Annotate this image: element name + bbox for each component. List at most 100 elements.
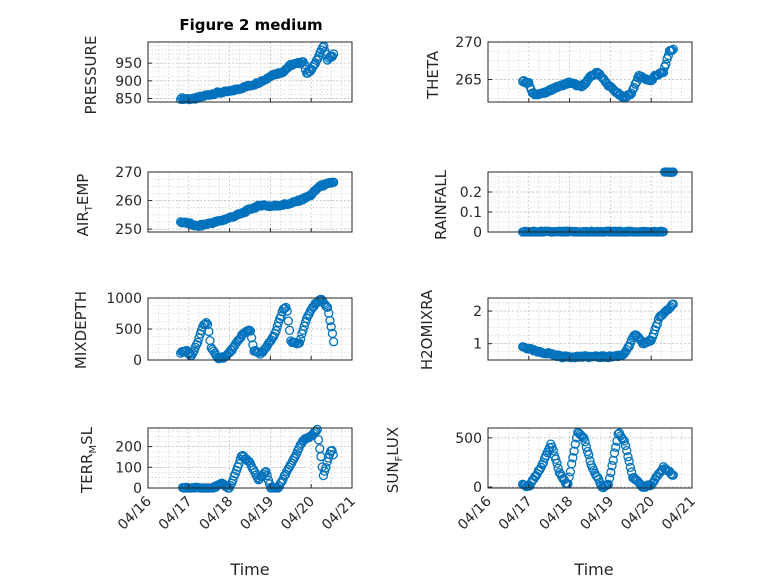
data-point <box>282 306 292 316</box>
data-point <box>569 446 579 456</box>
data-point <box>327 445 337 456</box>
x-tick-label: 04/19 <box>237 494 277 534</box>
data-point <box>668 299 678 309</box>
data-point <box>667 45 677 56</box>
x-tick-label: 04/17 <box>496 494 536 534</box>
ylabel-h2omixra: H2OMIXRA <box>418 289 436 370</box>
data-point <box>245 326 256 336</box>
y-tick-label: 1000 <box>106 291 142 307</box>
y-tick-label: 900 <box>115 74 142 90</box>
data-point <box>202 319 213 330</box>
data-point <box>580 437 590 447</box>
y-tick-label: 500 <box>115 322 142 338</box>
data-point <box>188 348 198 358</box>
data-point <box>620 440 631 451</box>
data-point <box>564 472 574 482</box>
ylabel-sun-flux-sub: F <box>394 455 405 461</box>
x-tick-label: 04/16 <box>115 493 155 533</box>
data-point <box>311 426 321 437</box>
y-tick-label: 250 <box>115 222 142 238</box>
data-point <box>326 322 336 332</box>
data-point <box>668 470 678 480</box>
data-point <box>328 177 339 187</box>
panel-terr-msl: 0 100 200 04/16 04/17 04/18 04/19 04/20 04/21 TE… <box>78 424 359 534</box>
data-point <box>277 476 287 487</box>
y-tick-label: 200 <box>115 440 142 456</box>
data-point <box>624 456 634 466</box>
data-point <box>284 325 295 336</box>
data-point <box>244 456 254 466</box>
data-point <box>609 448 620 458</box>
ylabel-rainfall: RAINFALL <box>432 169 450 240</box>
data-point <box>626 467 637 477</box>
data-point <box>666 302 676 312</box>
panel-h2omixra: 1 2 H2OMIXRA <box>418 289 693 370</box>
data-point <box>565 467 576 477</box>
ylabel-air-temp: AIRTEMP <box>74 174 95 237</box>
data-point <box>321 463 331 473</box>
x-tick-label: 04/16 <box>455 493 495 533</box>
xlabel-left: Time <box>229 560 269 579</box>
data-point <box>617 433 627 443</box>
data-point <box>579 433 589 443</box>
data-point <box>299 59 309 69</box>
data-point <box>604 473 615 483</box>
y-tick-label: 0 <box>133 481 142 497</box>
y-tick-label: 0.2 <box>460 185 482 201</box>
y-tick-label: 500 <box>455 431 482 447</box>
x-tick-label: 04/19 <box>577 494 617 534</box>
data-point <box>552 458 562 468</box>
data-point <box>225 480 236 491</box>
data-point <box>630 79 640 89</box>
panel-rainfall: 0 0.1 0.2 RAINFALL <box>432 167 693 241</box>
data-point <box>578 432 588 442</box>
data-point <box>204 326 214 337</box>
data-point <box>548 445 558 456</box>
data-point <box>570 439 580 449</box>
data-point <box>328 337 339 347</box>
y-tick-label: 850 <box>115 91 142 107</box>
y-tick-label: 260 <box>115 194 142 210</box>
y-tick-label: 100 <box>115 460 142 476</box>
ylabel-air-temp-sub: T <box>84 204 95 212</box>
data-point <box>289 453 299 463</box>
ylabel-air-temp-main: AIR <box>74 211 92 236</box>
x-tick-label: 04/20 <box>618 494 658 534</box>
y-tick-label: 0 <box>473 480 482 496</box>
y-tick-label: 265 <box>455 73 482 89</box>
y-tick-label: 0.1 <box>460 205 482 221</box>
y-tick-label: 950 <box>115 56 142 72</box>
data-point <box>201 317 211 328</box>
y-tick-label: 0 <box>473 225 482 241</box>
data-point <box>285 460 296 470</box>
x-tick-label: 04/20 <box>278 494 318 534</box>
figure-title: Figure 2 medium <box>179 16 322 34</box>
data-point <box>553 463 563 473</box>
data-point <box>328 49 339 59</box>
data-point <box>193 337 203 348</box>
data-point <box>618 434 628 444</box>
x-tick-label: 04/17 <box>156 494 196 534</box>
data-point <box>246 333 257 343</box>
data-point <box>298 325 308 335</box>
panel-air-temp: 250 260 270 AIRTEMP <box>74 165 353 238</box>
ylabel-sun-flux: SUNFLUX <box>384 427 405 493</box>
data-point <box>322 302 333 313</box>
ylabel-sun-flux-main: SUN <box>384 461 402 493</box>
ylabel-pressure: PRESSURE <box>82 36 100 115</box>
data-point <box>622 445 632 456</box>
data-point <box>222 481 232 491</box>
y-tick-label: 1 <box>473 337 482 353</box>
x-tick-label: 04/18 <box>537 494 577 534</box>
data-point <box>320 299 330 310</box>
data-point <box>592 472 602 482</box>
x-tick-label: 04/21 <box>659 494 699 534</box>
data-point <box>668 44 678 54</box>
data-point <box>611 442 621 452</box>
data-point <box>313 435 324 445</box>
data-point <box>280 303 290 314</box>
data-point <box>661 59 671 69</box>
data-point <box>295 58 306 68</box>
data-point <box>325 315 335 326</box>
